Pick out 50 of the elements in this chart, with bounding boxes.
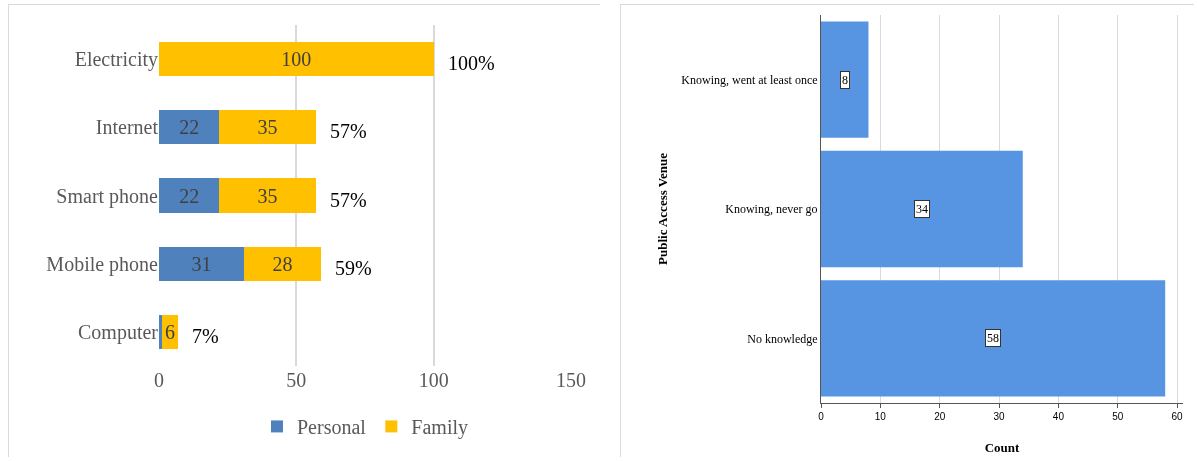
x-tick-label: 30 <box>993 411 1006 422</box>
x-tick-label: 60 <box>1171 411 1184 422</box>
y-tick-label: Mobile phone <box>46 252 159 276</box>
data-label: 34 <box>916 202 928 216</box>
data-label: 100 <box>281 48 312 71</box>
x-tick-label: 0 <box>154 369 164 391</box>
data-label: 8 <box>842 73 848 87</box>
x-tick-label: 0 <box>818 411 825 422</box>
bar <box>821 280 1166 397</box>
x-tick-label: 10 <box>874 411 887 422</box>
data-label: 6 <box>164 320 175 343</box>
x-tick-label: 50 <box>1112 411 1124 422</box>
y-tick-label: Electricity <box>74 48 158 72</box>
x-tick-label: 50 <box>286 369 307 391</box>
bar <box>159 178 220 213</box>
bar <box>219 178 316 213</box>
x-axis-title: Count <box>984 440 1020 455</box>
x-tick-label: 20 <box>934 411 946 422</box>
data-label: 58 <box>987 331 999 345</box>
legend-label: Personal <box>297 416 367 439</box>
data-label: 22 <box>179 184 200 207</box>
x-tick-label: 40 <box>1052 411 1065 422</box>
y-tick-label: No knowledge <box>747 331 818 346</box>
y-tick-label: Internet <box>95 116 159 139</box>
total-label: 7% <box>192 325 219 347</box>
y-axis-title: Public Access Venue <box>655 152 671 265</box>
bar <box>219 110 316 145</box>
data-label: 22 <box>179 116 200 139</box>
bar <box>159 314 162 349</box>
data-label: 35 <box>257 184 278 207</box>
bar <box>821 150 1023 268</box>
total-label: 100% <box>448 52 495 74</box>
y-tick-label: Knowing, went at least once <box>681 72 818 87</box>
data-label: 28 <box>272 252 293 275</box>
legend-label: Family <box>411 416 468 440</box>
data-label: 35 <box>257 116 278 139</box>
y-tick-label: Computer <box>78 320 159 344</box>
y-tick-label: Smart phone <box>56 184 159 208</box>
x-tick-label: 100 <box>418 369 449 391</box>
bar <box>821 21 869 138</box>
data-label: 31 <box>191 252 212 275</box>
total-label: 57% <box>330 120 367 142</box>
total-label: 57% <box>330 189 367 211</box>
bar <box>159 110 220 145</box>
bar <box>159 42 434 77</box>
bar <box>159 246 245 281</box>
y-tick-label: Knowing, never go <box>725 202 818 217</box>
bar <box>244 246 322 281</box>
total-label: 59% <box>335 257 372 279</box>
x-tick-label: 150 <box>556 369 586 391</box>
